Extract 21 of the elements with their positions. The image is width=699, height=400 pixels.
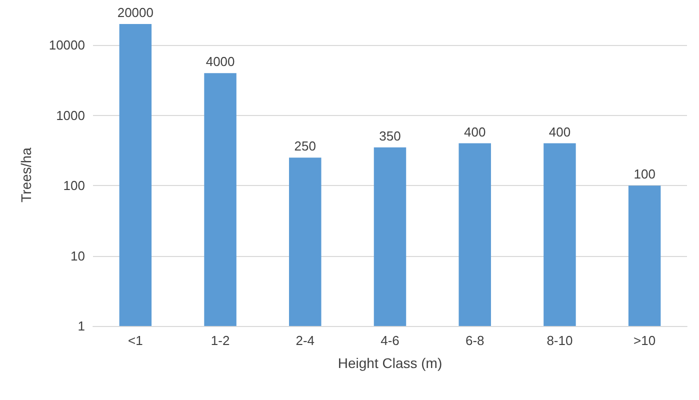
y-tick-label: 1000 [56,108,85,123]
x-tick-label: <1 [128,333,143,348]
data-label: 100 [634,166,656,182]
x-tick-label: 2-4 [296,333,315,348]
data-label: 4000 [206,54,235,70]
x-axis-title: Height Class (m) [338,355,442,371]
data-label: 400 [548,124,571,140]
y-axis-title: Trees/ha [18,147,34,202]
data-label: 250 [294,138,316,154]
x-tick-label: >10 [634,333,656,348]
y-tick-label: 10000 [48,38,85,53]
data-label: 20000 [117,5,154,20]
x-tick-label: 1-2 [210,333,230,348]
x-tick-label: 6-8 [465,333,484,348]
y-tick-label: 100 [63,178,85,194]
y-tick-label: 1 [78,318,85,334]
data-label: 350 [379,128,401,144]
x-tick-label: 8-10 [546,333,573,348]
x-tick-label: 4-6 [380,333,400,348]
data-label: 400 [464,124,486,140]
y-tick-label: 10 [70,248,85,264]
